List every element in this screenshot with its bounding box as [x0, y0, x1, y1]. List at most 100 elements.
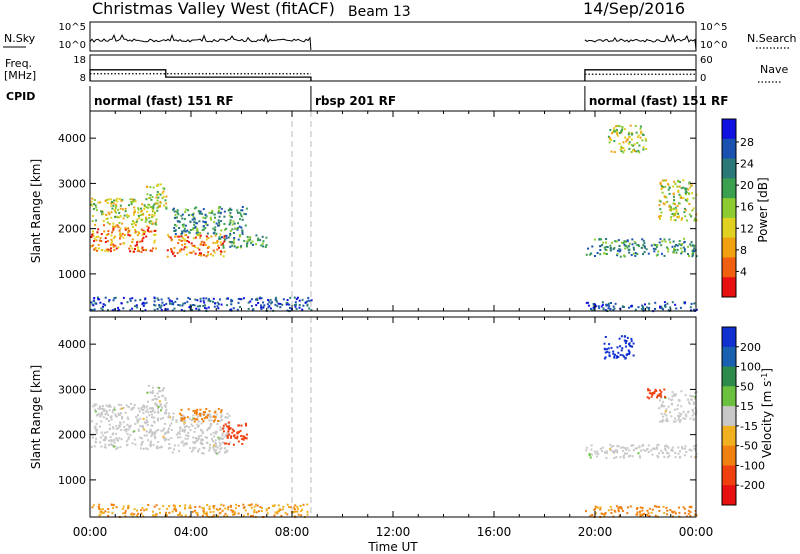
velocity-cell: [671, 449, 674, 452]
velocity-cell: [108, 404, 111, 407]
power-cell: [613, 127, 616, 130]
power-cell: [310, 309, 313, 312]
power-cell: [230, 208, 233, 211]
velocity-cell: [614, 510, 617, 513]
power-cell: [113, 199, 116, 202]
power-cell: [112, 245, 115, 248]
velocity-cell: [626, 506, 629, 509]
velocity-cell: [206, 515, 209, 518]
power-cell: [642, 133, 644, 136]
velocity-cell: [206, 429, 209, 432]
velocity-cell: [588, 454, 591, 457]
power-cell: [671, 245, 674, 248]
velocity-cell: [140, 512, 143, 515]
colorbar-tick-label: 8: [740, 244, 747, 257]
velocity-cell: [655, 447, 658, 450]
velocity-cell: [233, 434, 236, 437]
power-cell: [661, 191, 664, 194]
power-cell: [673, 213, 676, 216]
velocity-cell: [637, 452, 640, 455]
velocity-cell: [206, 436, 208, 439]
velocity-cell: [286, 513, 289, 516]
power-cell: [602, 241, 605, 244]
velocity-cell: [639, 456, 642, 459]
power-cell: [618, 245, 621, 247]
velocity-cell: [100, 411, 103, 414]
power-cell: [181, 232, 184, 235]
velocity-cell: [650, 395, 653, 398]
velocity-cell: [665, 414, 668, 417]
power-cell: [241, 206, 244, 208]
power-cell: [216, 241, 219, 244]
power-cell: [608, 141, 611, 144]
power-cell: [690, 215, 693, 218]
power-cell: [240, 215, 243, 218]
power-cell: [219, 233, 222, 236]
power-cell: [238, 211, 241, 214]
power-cell: [218, 215, 221, 218]
velocity-cell: [107, 405, 110, 408]
power-cell: [693, 219, 696, 222]
power-cell: [129, 198, 132, 201]
power-cell: [192, 227, 195, 230]
power-cell: [653, 250, 656, 253]
velocity-cell: [660, 396, 663, 399]
velocity-cell: [151, 389, 154, 392]
velocity-cell: [624, 356, 627, 359]
velocity-cell: [94, 425, 97, 428]
power-cell: [659, 238, 662, 241]
power-cell: [146, 210, 149, 213]
velocity-cell: [614, 353, 616, 356]
velocity-cell: [603, 357, 606, 360]
velocity-cell: [657, 443, 660, 446]
power-cell: [220, 229, 223, 232]
power-cell: [660, 211, 663, 214]
velocity-cell: [97, 407, 100, 410]
power-cell: [618, 132, 621, 134]
velocity-cell: [626, 452, 629, 455]
power-y-axis-label: Slant Range [km]: [29, 159, 43, 263]
velocity-cell: [684, 417, 687, 420]
velocity-cell: [219, 426, 222, 429]
velocity-cell: [201, 418, 203, 420]
velocity-cell: [175, 433, 178, 436]
power-cell: [176, 209, 179, 212]
velocity-cell: [153, 416, 155, 419]
power-cell: [108, 213, 111, 216]
power-cell: [202, 208, 205, 211]
power-cell: [663, 301, 666, 304]
power-cell: [236, 209, 239, 212]
velocity-cell: [199, 412, 201, 415]
velocity-cell: [214, 439, 217, 442]
velocity-cell: [673, 510, 676, 513]
power-cell: [687, 245, 690, 248]
power-cell: [119, 243, 122, 246]
cpid-row: normal (fast) 151 RF rbsp 201 RF normal (f…: [89, 86, 729, 111]
power-cell: [628, 245, 631, 248]
velocity-cell: [198, 435, 201, 438]
velocity-cell: [666, 417, 668, 420]
velocity-cell: [183, 416, 186, 419]
velocity-cell: [205, 511, 208, 514]
power-cell: [127, 204, 130, 207]
velocity-cell: [668, 454, 671, 457]
velocity-cell: [119, 407, 122, 410]
power-cell: [692, 197, 695, 200]
power-cell: [144, 309, 147, 312]
power-cell: [93, 237, 96, 240]
power-cell: [196, 247, 199, 249]
velocity-cell: [196, 415, 199, 418]
power-cell: [686, 198, 689, 200]
velocity-cell: [608, 343, 611, 346]
power-cell: [91, 204, 94, 207]
velocity-cell: [619, 353, 622, 356]
velocity-cell: [585, 446, 588, 449]
power-cell: [178, 235, 181, 238]
y-tick-label: 4000: [58, 132, 86, 145]
velocity-cell: [151, 416, 153, 419]
power-cell: [644, 137, 647, 140]
velocity-cell: [687, 410, 690, 413]
velocity-cell: [160, 429, 163, 432]
power-cell: [593, 238, 596, 241]
